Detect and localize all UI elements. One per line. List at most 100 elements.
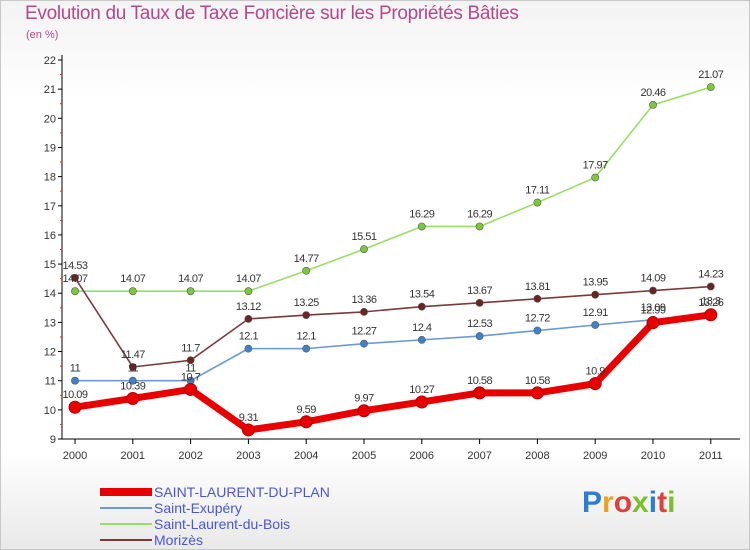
- data-label: 20.46: [640, 87, 665, 99]
- unit-label: (en %): [26, 29, 59, 41]
- data-point: [71, 273, 79, 282]
- series-line: [75, 86, 712, 292]
- data-point: [299, 415, 313, 429]
- data-label: 16.29: [409, 208, 434, 220]
- data-label: 13.12: [236, 301, 261, 313]
- data-point: [591, 321, 600, 329]
- data-label: 13.3: [701, 296, 721, 308]
- data-point: [71, 287, 79, 296]
- y-tick-label: 14: [44, 288, 56, 300]
- legend-swatch: [100, 488, 152, 496]
- logo-letter: r: [602, 486, 614, 519]
- data-label: 13.36: [351, 294, 376, 306]
- data-point: [244, 344, 253, 353]
- legend-swatch: [100, 539, 152, 541]
- y-tick-label: 17: [44, 201, 56, 213]
- data-point: [302, 344, 311, 353]
- data-point: [704, 308, 718, 322]
- y-tick-label: 11: [45, 376, 56, 388]
- x-tick-label: 2010: [641, 450, 665, 462]
- series-line: [74, 311, 712, 434]
- data-label: 12.4: [412, 322, 432, 334]
- data-label: 14.07: [236, 273, 261, 285]
- data-point: [475, 298, 484, 307]
- data-point: [184, 382, 198, 396]
- data-point: [530, 386, 544, 400]
- logo-letter: P: [582, 486, 603, 519]
- data-point: [68, 400, 82, 414]
- x-tick-label: 2007: [467, 450, 491, 462]
- x-tick-label: 2009: [583, 450, 607, 462]
- data-label: 12.53: [467, 318, 492, 330]
- data-point: [591, 173, 600, 182]
- data-label: 11.7: [181, 342, 200, 354]
- data-label: 14.07: [120, 273, 145, 285]
- data-label: 13.54: [409, 289, 434, 301]
- y-tick-label: 22: [44, 55, 56, 67]
- legend-label: Saint-Exupéry: [154, 500, 242, 516]
- data-point: [588, 377, 602, 391]
- data-label: 9.31: [239, 412, 259, 424]
- data-point: [241, 423, 255, 437]
- data-point: [533, 326, 542, 335]
- data-label: 13.26: [698, 297, 723, 309]
- x-tick-label: 2001: [121, 450, 145, 462]
- legend-label: SAINT-LAURENT-DU-PLAN: [154, 484, 330, 500]
- series-line: [74, 277, 711, 368]
- chart-legend: SAINT-LAURENT-DU-PLAN Saint-Exupéry Saint-…: [100, 484, 400, 548]
- legend-item: Morizès: [100, 532, 400, 548]
- logo-letter: i: [648, 486, 658, 519]
- data-label: 17.97: [583, 159, 608, 171]
- data-point: [473, 386, 487, 400]
- legend-item: Saint-Laurent-du-Bois: [100, 516, 400, 532]
- logo-letter: x: [632, 486, 649, 519]
- legend-swatch: [100, 507, 152, 509]
- data-label: 14.77: [294, 253, 319, 265]
- legend-label: Saint-Laurent-du-Bois: [154, 516, 291, 532]
- y-tick-label: 18: [44, 172, 56, 184]
- logo-letter: i: [667, 486, 676, 519]
- data-point: [71, 376, 79, 385]
- data-point: [475, 332, 484, 340]
- data-label: 11: [185, 363, 196, 375]
- data-label: 12.1: [239, 331, 259, 343]
- data-label: 11: [128, 363, 139, 375]
- data-label: 15.51: [351, 231, 376, 243]
- data-label: 10.39: [120, 380, 145, 392]
- data-label: 13.95: [583, 277, 608, 289]
- data-point: [417, 335, 426, 344]
- data-label: 13.25: [294, 297, 319, 309]
- data-point: [302, 311, 311, 319]
- x-tick-label: 2006: [410, 450, 434, 462]
- data-label: 13.81: [525, 281, 550, 293]
- y-tick-label: 21: [44, 84, 56, 96]
- data-point: [591, 290, 600, 299]
- data-label: 12.27: [351, 326, 376, 338]
- data-point: [533, 198, 542, 207]
- data-label: 11.47: [121, 349, 146, 361]
- data-label: 13.67: [467, 285, 492, 297]
- x-tick-label: 2008: [525, 450, 549, 462]
- data-label: 14.07: [62, 273, 87, 285]
- data-point: [706, 83, 715, 92]
- y-tick-label: 9: [50, 434, 56, 446]
- data-point: [126, 391, 140, 405]
- data-label: 12.99: [640, 305, 665, 317]
- y-tick-label: 19: [44, 142, 56, 154]
- data-label: 9.59: [296, 404, 316, 416]
- data-label: 14.09: [640, 273, 665, 285]
- data-label: 12.72: [525, 313, 550, 325]
- logo-letter: o: [613, 486, 633, 519]
- data-label: 11: [70, 363, 81, 375]
- series-line: [75, 312, 711, 382]
- data-label: 10.58: [525, 375, 550, 387]
- data-point: [415, 395, 429, 409]
- data-label: 14.23: [698, 269, 723, 281]
- data-point: [417, 222, 426, 231]
- data-point: [186, 287, 195, 296]
- data-label: 17.11: [525, 185, 550, 197]
- data-label: 10.09: [62, 389, 87, 401]
- data-point: [360, 307, 368, 316]
